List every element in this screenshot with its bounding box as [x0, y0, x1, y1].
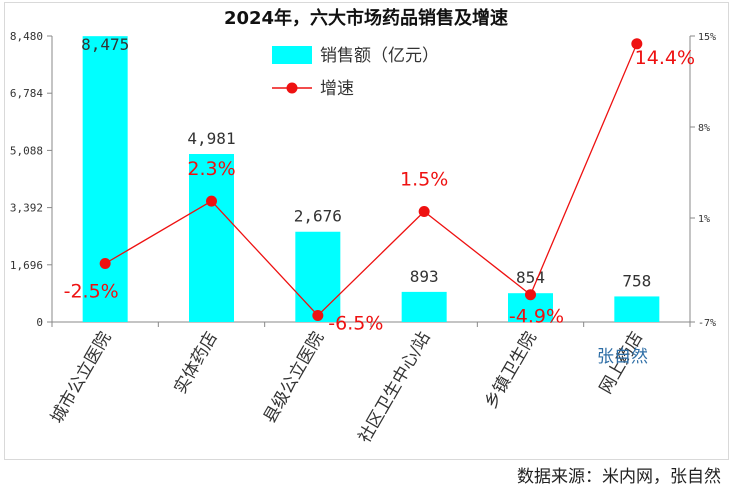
right-tick-label: -7% — [698, 318, 716, 329]
bar — [614, 296, 660, 322]
growth-line — [104, 43, 638, 317]
chart-frame — [4, 2, 729, 460]
bar-value-label: 4,981 — [187, 129, 235, 148]
category-label: 乡镇卫生院 — [481, 329, 541, 413]
chart-title: 2024年，六大市场药品销售及增速 — [224, 7, 508, 29]
growth-value-label: 14.4% — [635, 47, 695, 69]
legend-line-label: 增速 — [320, 79, 354, 99]
legend-line-marker — [286, 82, 298, 94]
growth-point — [312, 310, 324, 321]
growth-point — [418, 206, 430, 217]
bar-value-label: 2,676 — [294, 207, 342, 226]
bar — [295, 231, 341, 322]
left-tick-label: 8,480 — [10, 30, 43, 43]
bar-value-label: 893 — [410, 267, 439, 286]
growth-value-label: -4.9% — [509, 306, 564, 328]
chart: 2024年，六大市场药品销售及增速 0 1,696 3,392 5,088 6,784 8,… — [10, 7, 716, 447]
growth-value-label: 2.3% — [187, 158, 235, 180]
left-tick-label: 6,784 — [10, 87, 43, 100]
legend-bar-swatch — [272, 46, 312, 64]
right-tick-label: 8% — [698, 123, 710, 134]
watermark: 张自然 — [597, 347, 648, 367]
growth-point — [631, 38, 643, 50]
growth-point — [206, 195, 217, 207]
category-label: 社区卫生中心/站 — [355, 328, 435, 446]
growth-point — [525, 289, 536, 301]
right-tick-label: 1% — [698, 214, 710, 225]
right-tick-label: 15% — [698, 32, 716, 43]
bar-value-label: 8,475 — [81, 35, 129, 54]
bar-value-label: 854 — [516, 268, 545, 287]
left-tick-label: 0 — [36, 316, 43, 329]
category-label: 城市公立医院 — [47, 329, 115, 427]
source-note: 数据来源：米内网，张自然 — [517, 467, 721, 487]
bar-value-label: 758 — [622, 271, 651, 290]
left-tick-label: 1,696 — [10, 259, 43, 272]
legend-bar-label: 销售额（亿元） — [320, 46, 439, 66]
growth-value-label: -6.5% — [328, 313, 383, 335]
category-label: 县级公立医院 — [260, 329, 328, 427]
growth-value-label: 1.5% — [400, 169, 448, 191]
left-tick-label: 5,088 — [10, 144, 43, 157]
growth-point — [99, 258, 111, 269]
growth-value-label: -2.5% — [64, 281, 119, 303]
category-label: 实体药店 — [171, 329, 222, 398]
left-tick-label: 3,392 — [10, 202, 43, 215]
bar — [401, 291, 447, 322]
bar — [189, 154, 234, 322]
bar — [82, 36, 128, 322]
